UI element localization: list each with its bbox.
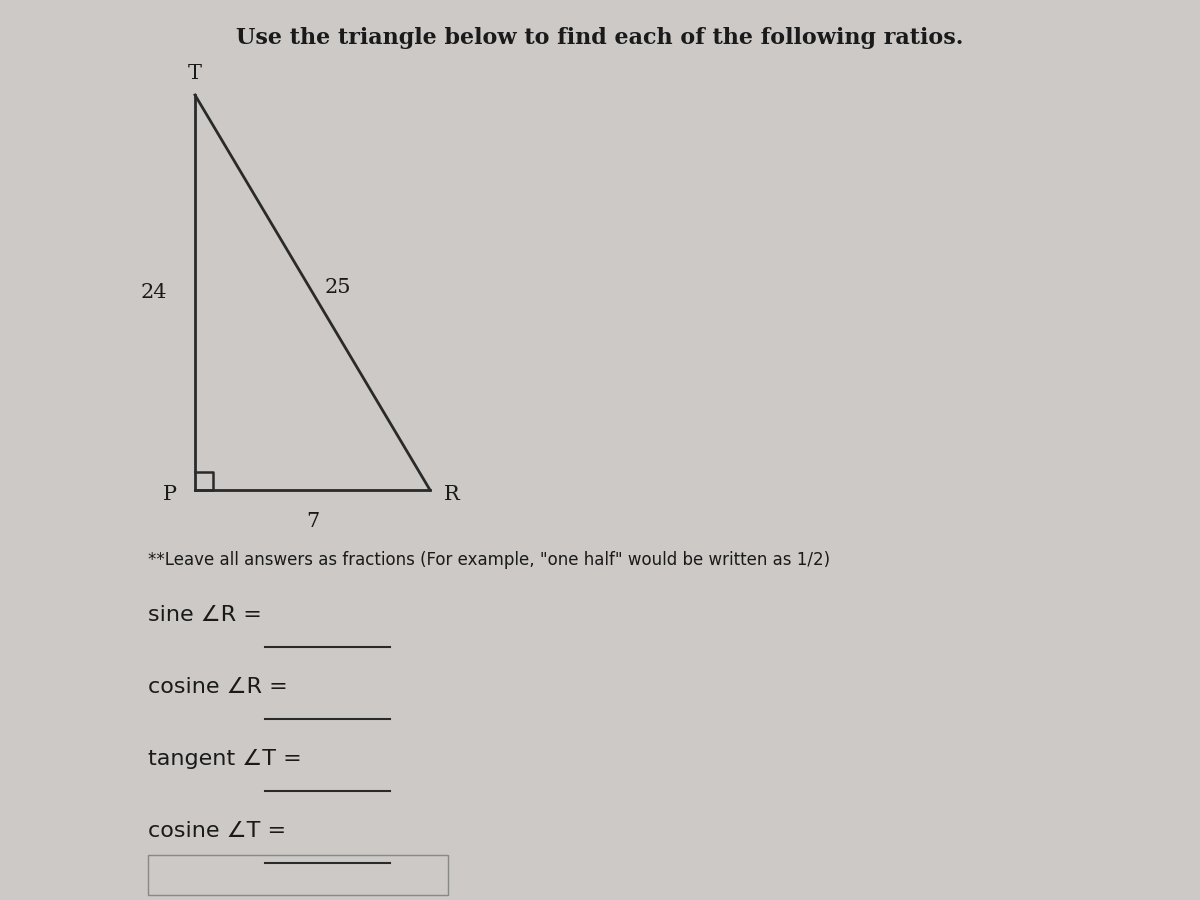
Text: T: T <box>188 64 202 83</box>
Text: tangent ∠T =: tangent ∠T = <box>148 749 301 769</box>
Text: **Leave all answers as fractions (For example, "one half" would be written as 1/: **Leave all answers as fractions (For ex… <box>148 551 830 569</box>
Text: Use the triangle below to find each of the following ratios.: Use the triangle below to find each of t… <box>236 27 964 49</box>
Text: cosine ∠T =: cosine ∠T = <box>148 821 286 841</box>
Text: 7: 7 <box>306 512 319 531</box>
Text: cosine ∠R =: cosine ∠R = <box>148 677 288 697</box>
Text: sine ∠R =: sine ∠R = <box>148 605 262 625</box>
Bar <box>148 855 448 895</box>
Text: P: P <box>163 485 178 505</box>
Text: 24: 24 <box>140 283 167 302</box>
Text: 25: 25 <box>324 278 352 297</box>
Text: R: R <box>444 485 460 505</box>
